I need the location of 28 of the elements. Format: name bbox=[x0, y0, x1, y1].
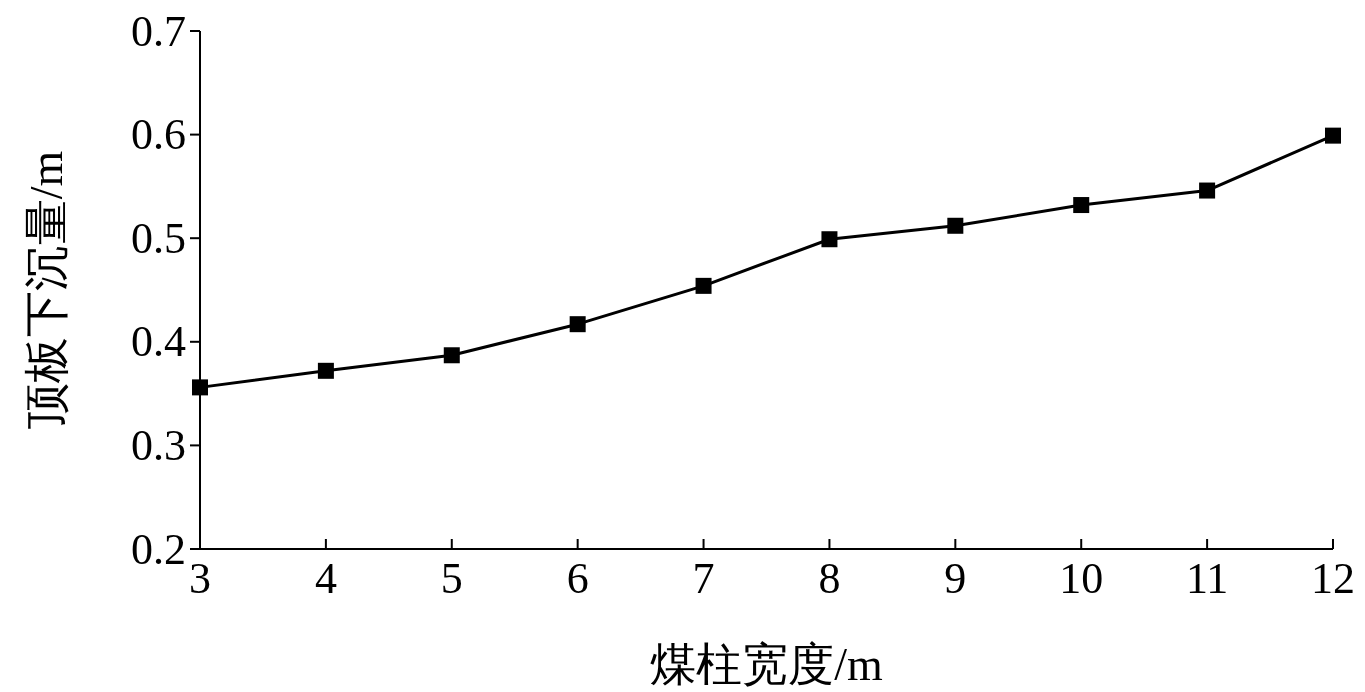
x-tick-label: 12 bbox=[1311, 554, 1355, 603]
point bbox=[821, 231, 838, 248]
x-tick-label: 7 bbox=[692, 554, 715, 603]
y-tick-label: 0.2 bbox=[131, 524, 186, 574]
x-axis-title: 煤柱宽度/m bbox=[650, 639, 883, 690]
point bbox=[1199, 182, 1216, 199]
point bbox=[569, 316, 586, 333]
x-tick-label: 8 bbox=[818, 554, 841, 603]
y-tick-label: 0.3 bbox=[131, 420, 186, 470]
point bbox=[1325, 127, 1341, 144]
y-tick-label: 0.4 bbox=[131, 317, 186, 367]
point bbox=[192, 379, 208, 396]
x-tick-label: 3 bbox=[189, 554, 211, 603]
x-tick-label: 5 bbox=[440, 554, 463, 603]
y-tick-label: 0.7 bbox=[131, 6, 186, 56]
point bbox=[443, 347, 460, 364]
point bbox=[695, 277, 712, 294]
y-tick-label: 0.5 bbox=[131, 213, 186, 263]
y-axis-title: 顶板下沉量/m bbox=[21, 150, 72, 430]
x-tick-label: 10 bbox=[1059, 554, 1104, 603]
point bbox=[317, 362, 334, 379]
point bbox=[1073, 197, 1090, 214]
x-tick-label: 9 bbox=[944, 554, 967, 603]
y-tick-label: 0.6 bbox=[131, 110, 186, 160]
x-tick-label: 11 bbox=[1185, 554, 1229, 603]
point bbox=[947, 217, 964, 234]
x-tick-label: 4 bbox=[314, 554, 337, 603]
x-tick-label: 6 bbox=[566, 554, 589, 603]
